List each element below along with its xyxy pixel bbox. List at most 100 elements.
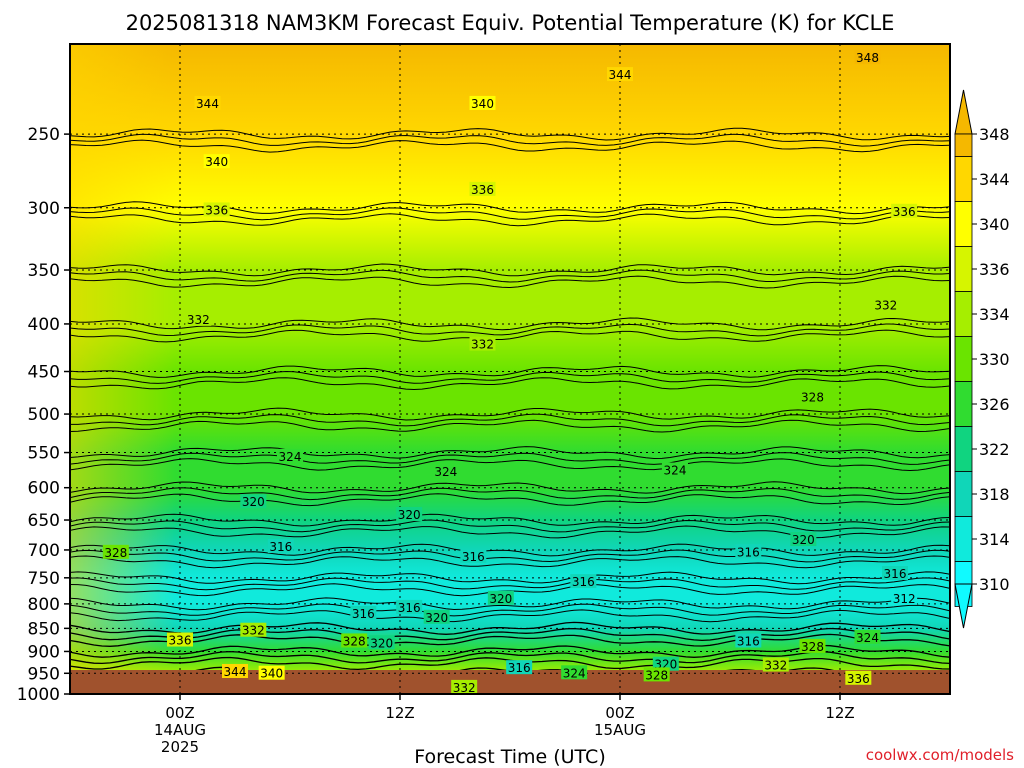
contour-label-backdrop [955, 619, 981, 633]
colorbar-label: 344 [979, 170, 1010, 189]
colorbar-swatch [954, 381, 973, 427]
contour-line [70, 446, 950, 460]
contour-label: 340 [471, 97, 494, 111]
contour-label: 320 [425, 611, 448, 625]
contour-label: 316 [737, 634, 760, 648]
y-tick-label: 250 [28, 125, 60, 145]
contour-line [70, 370, 950, 384]
contour-label: 320 [489, 592, 512, 606]
contour-label-backdrop [799, 389, 826, 404]
y-tick-label: 550 [28, 444, 60, 464]
contour-line [70, 481, 950, 495]
contour-label-backdrop [267, 539, 294, 554]
y-tick-label: 700 [28, 541, 60, 561]
contour-line [70, 555, 950, 569]
contour-label-backdrop [423, 609, 450, 624]
y-tick-label: 800 [28, 595, 60, 615]
contour-label: 320 [242, 495, 265, 509]
contour-label-backdrop [643, 667, 670, 682]
contour-label: 316 [398, 601, 421, 615]
contour-label: 324 [434, 465, 457, 479]
contour-label: 336 [847, 672, 870, 686]
y-axis: 250 300 350 400 450 500 550 600 650 700 750 800 850 9… [17, 125, 70, 705]
contour-label: 316 [737, 545, 760, 559]
contour-label-backdrop [368, 635, 395, 650]
x-tick-label: 00Z [605, 704, 634, 722]
contour-label-backdrop [506, 660, 533, 675]
colorbar-swatch [954, 336, 973, 382]
contour-label-backdrop [652, 656, 679, 671]
contour-label: 324 [664, 464, 687, 478]
colorbar-swatch [954, 471, 973, 517]
contour-label-backdrop [277, 448, 303, 463]
contour-label: 332 [874, 298, 897, 312]
contour-line [70, 650, 950, 665]
contour-label-backdrop [974, 631, 1000, 645]
contour-label-backdrop [469, 336, 496, 351]
contour-label-backdrop [891, 203, 918, 218]
contour-line [70, 323, 950, 337]
colorbar-swatch [954, 133, 973, 157]
contour-label: 340 [260, 667, 283, 681]
colorbar-label: 326 [979, 395, 1010, 414]
colorbar-top-arrow [954, 89, 973, 135]
contour-line [70, 633, 950, 647]
contour-label: 332 [187, 313, 210, 327]
x-axis-title: Forecast Time (UTC) [414, 746, 605, 768]
contour-line [70, 263, 950, 277]
contour-label: 328 [801, 640, 824, 654]
contour-line [70, 127, 950, 141]
contour-label-backdrop [203, 202, 230, 217]
contour-label: 344 [224, 665, 247, 679]
contour-label: 332 [471, 338, 494, 352]
contour-line [70, 627, 950, 642]
contour-label: 320 [398, 508, 421, 522]
contour-line [70, 603, 950, 617]
plot-frame [69, 43, 951, 695]
contour-label: 336 [471, 183, 494, 197]
colorbar-label: 310 [979, 575, 1010, 594]
contour-label-backdrop [662, 462, 688, 477]
contour-line [70, 139, 950, 153]
colorbar-label: 336 [979, 260, 1010, 279]
contour-label: 344 [196, 97, 219, 111]
contour-label-backdrop [167, 632, 193, 647]
contour-label-backdrop [240, 622, 267, 637]
contour-label-backdrop [258, 665, 285, 680]
y-tick-label: 450 [28, 363, 60, 383]
contour-line [70, 487, 950, 501]
gridlines [70, 44, 950, 694]
x-tick-label: 12Z [385, 704, 414, 722]
contour-label-backdrop [469, 95, 496, 110]
contour-label-backdrop [102, 544, 129, 559]
contour-line [70, 213, 950, 227]
colorbar-bottom-arrow [954, 583, 973, 629]
y-tick-label: 500 [28, 405, 60, 425]
contour-label: 340 [205, 155, 228, 169]
contour-line [70, 543, 950, 557]
contour-label: 336 [975, 632, 998, 646]
colorbar-label: 318 [979, 485, 1010, 504]
contour-label: 336 [205, 203, 228, 217]
contour-labels: 348 344 344 340 340 336 336 336 332 332 332 328 328 3… [102, 49, 1018, 694]
contour-label-backdrop [350, 605, 377, 620]
contour-label-backdrop [735, 544, 762, 559]
x-tick-label: 00Z [165, 704, 194, 722]
contour-line [70, 571, 950, 585]
colorbar-swatch [954, 246, 973, 292]
contour-line [70, 329, 950, 343]
colorbar-swatch [954, 201, 973, 247]
contour-line [70, 493, 950, 507]
contour-line [70, 549, 950, 563]
contour-label-backdrop [607, 67, 633, 82]
contour-line [70, 133, 950, 147]
contour-label: 316 [269, 540, 292, 554]
colorbar-swatch [954, 156, 973, 202]
contour-label-backdrop [561, 665, 588, 680]
colorbar-label: 334 [979, 305, 1010, 324]
y-tick-label: 750 [28, 569, 60, 589]
contour-label-backdrop [992, 601, 1018, 615]
contour-line [70, 597, 950, 611]
contour-line [70, 458, 950, 472]
